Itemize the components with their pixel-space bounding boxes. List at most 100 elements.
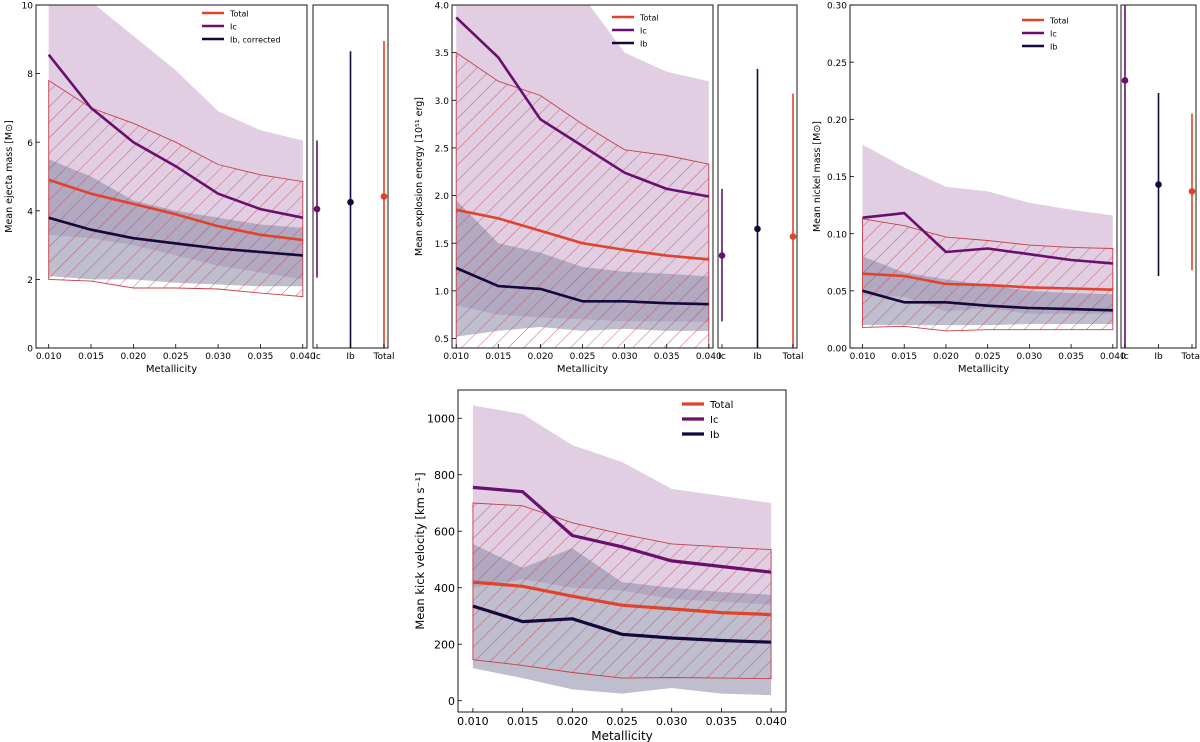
y-tick-label: 0.30 — [827, 2, 847, 12]
side-tick-label-ic: Ic — [313, 352, 321, 362]
x-axis-label: Metallicity — [557, 364, 608, 375]
side-tick-label-total: Total — [372, 352, 394, 362]
line-ic — [472, 485, 772, 574]
line-total — [862, 272, 1113, 291]
x-tick-label: 0.015 — [78, 352, 104, 362]
x-tick-label: 0.015 — [507, 715, 539, 728]
x-tick-label: 0.025 — [570, 352, 596, 362]
chart-energy: 0.51.01.52.02.53.03.54.00.010 0.015 0.020 0… — [414, 2, 804, 375]
line-total — [48, 178, 303, 242]
y-axis-label: Mean nickel mass [M⊙] — [812, 121, 823, 232]
side-tick-label-ib: Ib — [1154, 352, 1163, 362]
x-tick-label: 0.015 — [485, 352, 511, 362]
x-tick-label: 0.030 — [612, 352, 638, 362]
x-ticks: 0.010 0.015 0.020 0.025 0.030 0.035 0.040 — [457, 708, 787, 728]
y-tick-label: 0.00 — [827, 345, 847, 355]
legend-label-ic: Ic — [230, 22, 237, 31]
x-tick-label: 0.040 — [290, 352, 316, 362]
x-tick-label: 0.010 — [850, 352, 876, 362]
legend-label-ib: Ib — [640, 39, 647, 48]
x-tick-label: 0.015 — [891, 352, 917, 362]
line-total — [472, 580, 772, 617]
x-tick-label: 0.040 — [696, 352, 722, 362]
legend-label-total: Total — [229, 9, 249, 18]
band-total — [455, 51, 710, 348]
y-tick-label: 6 — [27, 139, 33, 149]
point-ib — [347, 198, 354, 206]
chart-nickel: 0.000.050.100.150.200.250.300.010 0.015 0.… — [812, 2, 1200, 375]
x-tick-label: 0.020 — [557, 715, 589, 728]
y-tick-label: 4.0 — [435, 2, 450, 12]
side-marks — [313, 41, 388, 348]
x-tick-label: 0.010 — [443, 352, 469, 362]
side-panel: Ic Ib Total — [312, 4, 395, 362]
y-tick-label: 0.10 — [827, 230, 847, 240]
y-tick-label: 1.5 — [435, 240, 449, 250]
band-total — [472, 502, 772, 680]
y-tick-label: 0.05 — [827, 287, 847, 297]
side-panel: Ic Ib Total — [1120, 4, 1200, 362]
band-total — [48, 79, 304, 298]
line-ib — [48, 216, 303, 257]
x-axis-label: Metallicity — [591, 729, 653, 742]
legend: Total Ic Ib — [682, 400, 733, 441]
y-tick-label: 2.0 — [435, 192, 450, 202]
y-tick-label: 0.25 — [827, 59, 847, 69]
x-tick-label: 0.035 — [706, 715, 738, 728]
x-tick-label: 0.030 — [205, 352, 231, 362]
y-tick-label: 2.5 — [435, 145, 449, 155]
line-ic — [47, 53, 304, 219]
x-tick-label: 0.035 — [1058, 352, 1084, 362]
x-tick-label: 0.020 — [528, 352, 554, 362]
x-ticks: 0.010 0.015 0.020 0.025 0.030 0.035 0.040 — [443, 344, 722, 362]
y-tick-label: 3.0 — [435, 97, 450, 107]
point-ic — [313, 205, 321, 213]
x-tick-label: 0.040 — [755, 715, 787, 728]
x-tick-label: 0.030 — [1017, 352, 1043, 362]
x-ticks: 0.010 0.015 0.020 0.025 0.030 0.035 0.040 — [36, 344, 316, 362]
legend-label-ic: Ic — [1050, 29, 1057, 38]
line-total — [455, 208, 709, 261]
line-ib — [472, 604, 772, 644]
legend-label-ib: Ib — [710, 430, 719, 441]
plot-area — [472, 405, 772, 696]
legend-label-ic: Ic — [640, 26, 647, 35]
x-tick-label: 0.020 — [933, 352, 959, 362]
line-ic — [455, 16, 710, 198]
side-tick-label-total: Total — [781, 352, 803, 362]
x-tick-label: 0.030 — [656, 715, 688, 728]
point-ic — [718, 252, 726, 259]
x-axis-label: Metallicity — [146, 364, 197, 375]
y-tick-label: 1.0 — [435, 287, 450, 297]
x-tick-label: 0.035 — [248, 352, 274, 362]
y-tick-label: 10 — [22, 2, 34, 12]
plot-area — [862, 144, 1114, 332]
y-axis-label: Mean kick velocity [km s⁻¹] — [413, 472, 427, 629]
legend: Total Ic Ib, corrected — [202, 9, 281, 44]
y-tick-label: 200 — [434, 639, 455, 652]
y-ticks: 0.00 0.05 0.10 0.15 0.20 0.25 0.30 — [827, 2, 854, 355]
x-tick-label: 0.020 — [121, 352, 147, 362]
line-ic — [862, 211, 1113, 265]
side-panel: Ic Ib Total — [717, 4, 804, 362]
x-tick-label: 0.025 — [606, 715, 638, 728]
x-ticks: 0.010 0.015 0.020 0.025 0.030 0.035 0.040 — [850, 344, 1126, 362]
legend-label-total: Total — [709, 400, 733, 411]
side-tick-label-total: Total — [1180, 352, 1200, 362]
point-ic — [1121, 77, 1129, 84]
side-tick-label-ic: Ic — [718, 352, 726, 362]
y-ticks: 0.5 1.0 1.5 2.0 2.5 3.0 3.5 4.0 — [435, 2, 456, 345]
x-tick-label: 0.040 — [1100, 352, 1126, 362]
y-tick-label: 0.20 — [827, 116, 847, 126]
y-axis-label: Mean explosion energy [10⁵¹ erg] — [414, 97, 425, 256]
x-tick-label: 0.025 — [163, 352, 189, 362]
point-total — [789, 233, 797, 240]
axes-frame — [35, 4, 308, 349]
point-total — [1188, 188, 1196, 195]
point-ib — [1155, 181, 1162, 188]
y-ticks: 0 2 4 6 8 10 — [22, 2, 40, 355]
y-tick-label: 1000 — [427, 413, 455, 426]
line-ib — [455, 266, 709, 306]
